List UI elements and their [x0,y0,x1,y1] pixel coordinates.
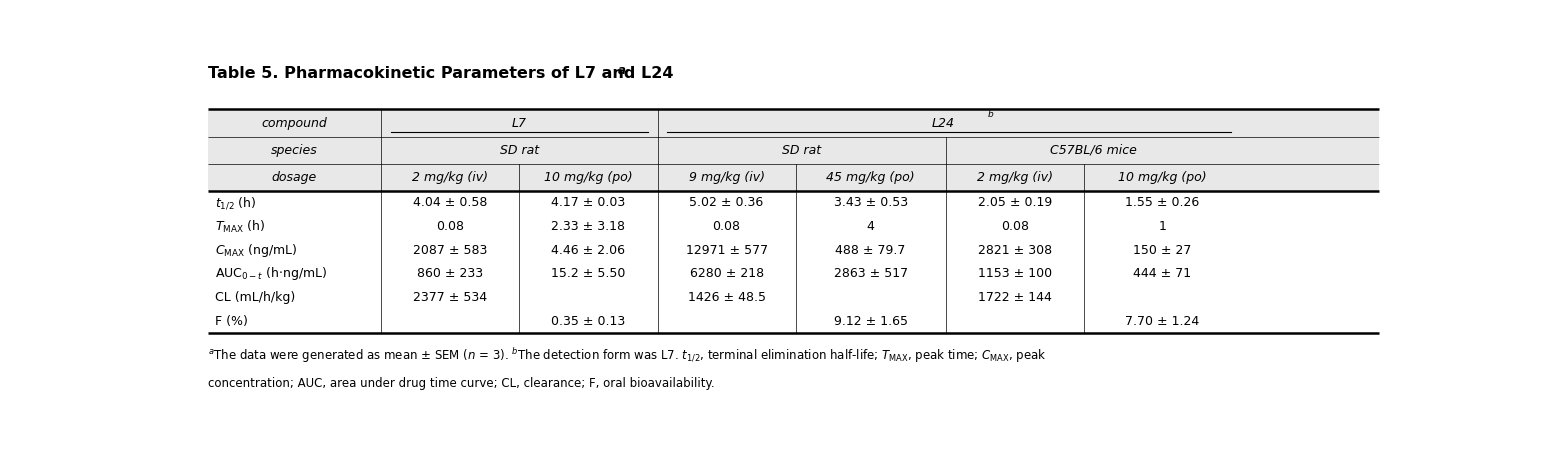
Text: 10 mg/kg (po): 10 mg/kg (po) [1118,171,1206,184]
Text: $C_{\mathregular{MAX}}$ (ng/mL): $C_{\mathregular{MAX}}$ (ng/mL) [215,242,297,259]
Text: 12971 ± 577: 12971 ± 577 [686,243,768,256]
Text: 5.02 ± 0.36: 5.02 ± 0.36 [689,196,763,209]
Text: $^{a}$The data were generated as mean $\pm$ SEM ($n$ = 3). $^{b}$The detection f: $^{a}$The data were generated as mean $\… [207,347,1046,365]
Text: 2863 ± 517: 2863 ± 517 [833,267,907,280]
Text: dosage: dosage [272,171,317,184]
Text: 1: 1 [1158,220,1166,233]
Text: $T_{\mathregular{MAX}}$ (h): $T_{\mathregular{MAX}}$ (h) [215,218,265,234]
Text: 488 ± 79.7: 488 ± 79.7 [836,243,906,256]
Text: a: a [618,64,625,77]
Text: 2 mg/kg (iv): 2 mg/kg (iv) [412,171,488,184]
Text: 4: 4 [867,220,875,233]
Text: 0.08: 0.08 [437,220,464,233]
Text: 7.70 ± 1.24: 7.70 ± 1.24 [1125,315,1200,328]
Bar [207,164,1379,191]
Text: 9 mg/kg (iv): 9 mg/kg (iv) [689,171,765,184]
Text: 0.08: 0.08 [712,220,740,233]
Text: $t_{1/2}$ (h): $t_{1/2}$ (h) [215,195,257,211]
Bar [207,309,1379,333]
Text: b: b [988,110,994,119]
Text: C57BL/6 mice: C57BL/6 mice [1050,144,1136,157]
Bar [207,215,1379,238]
Text: 1153 ± 100: 1153 ± 100 [978,267,1051,280]
Text: 9.12 ± 1.65: 9.12 ± 1.65 [834,315,907,328]
Text: 2.33 ± 3.18: 2.33 ± 3.18 [551,220,625,233]
Text: 15.2 ± 5.50: 15.2 ± 5.50 [551,267,625,280]
Text: 1722 ± 144: 1722 ± 144 [978,291,1051,304]
Text: 2377 ± 534: 2377 ± 534 [413,291,488,304]
Text: 4.46 ± 2.06: 4.46 ± 2.06 [551,243,625,256]
Text: SD rat: SD rat [500,144,539,157]
Bar [207,262,1379,286]
Text: compound: compound [262,117,328,130]
Text: 1426 ± 48.5: 1426 ± 48.5 [687,291,766,304]
Text: 150 ± 27: 150 ± 27 [1133,243,1192,256]
Text: AUC$_{0-t}$ (h$\cdot$ng/mL): AUC$_{0-t}$ (h$\cdot$ng/mL) [215,266,328,282]
Bar [207,109,1379,137]
Text: 2 mg/kg (iv): 2 mg/kg (iv) [977,171,1053,184]
Text: L7: L7 [512,117,526,130]
Text: SD rat: SD rat [782,144,820,157]
Bar [207,137,1379,164]
Text: 444 ± 71: 444 ± 71 [1133,267,1192,280]
Text: 1.55 ± 0.26: 1.55 ± 0.26 [1125,196,1200,209]
Text: species: species [271,144,317,157]
Text: 6280 ± 218: 6280 ± 218 [689,267,763,280]
Text: Table 5. Pharmacokinetic Parameters of L7 and L24: Table 5. Pharmacokinetic Parameters of L… [207,66,673,81]
Text: 10 mg/kg (po): 10 mg/kg (po) [545,171,633,184]
Bar [207,238,1379,262]
Text: 45 mg/kg (po): 45 mg/kg (po) [827,171,915,184]
Text: 4.17 ± 0.03: 4.17 ± 0.03 [551,196,625,209]
Bar [207,286,1379,309]
Bar [207,191,1379,215]
Text: F (%): F (%) [215,315,248,328]
Text: 860 ± 233: 860 ± 233 [418,267,483,280]
Text: 4.04 ± 0.58: 4.04 ± 0.58 [413,196,488,209]
Text: 0.35 ± 0.13: 0.35 ± 0.13 [551,315,625,328]
Text: L24: L24 [932,117,955,130]
Text: 0.08: 0.08 [1000,220,1029,233]
Text: 2821 ± 308: 2821 ± 308 [978,243,1051,256]
Text: 3.43 ± 0.53: 3.43 ± 0.53 [833,196,907,209]
Text: CL (mL/h/kg): CL (mL/h/kg) [215,291,296,304]
Text: 2.05 ± 0.19: 2.05 ± 0.19 [977,196,1051,209]
Text: 2087 ± 583: 2087 ± 583 [413,243,488,256]
Text: concentration; AUC, area under drug time curve; CL, clearance; F, oral bioavaila: concentration; AUC, area under drug time… [207,377,715,390]
